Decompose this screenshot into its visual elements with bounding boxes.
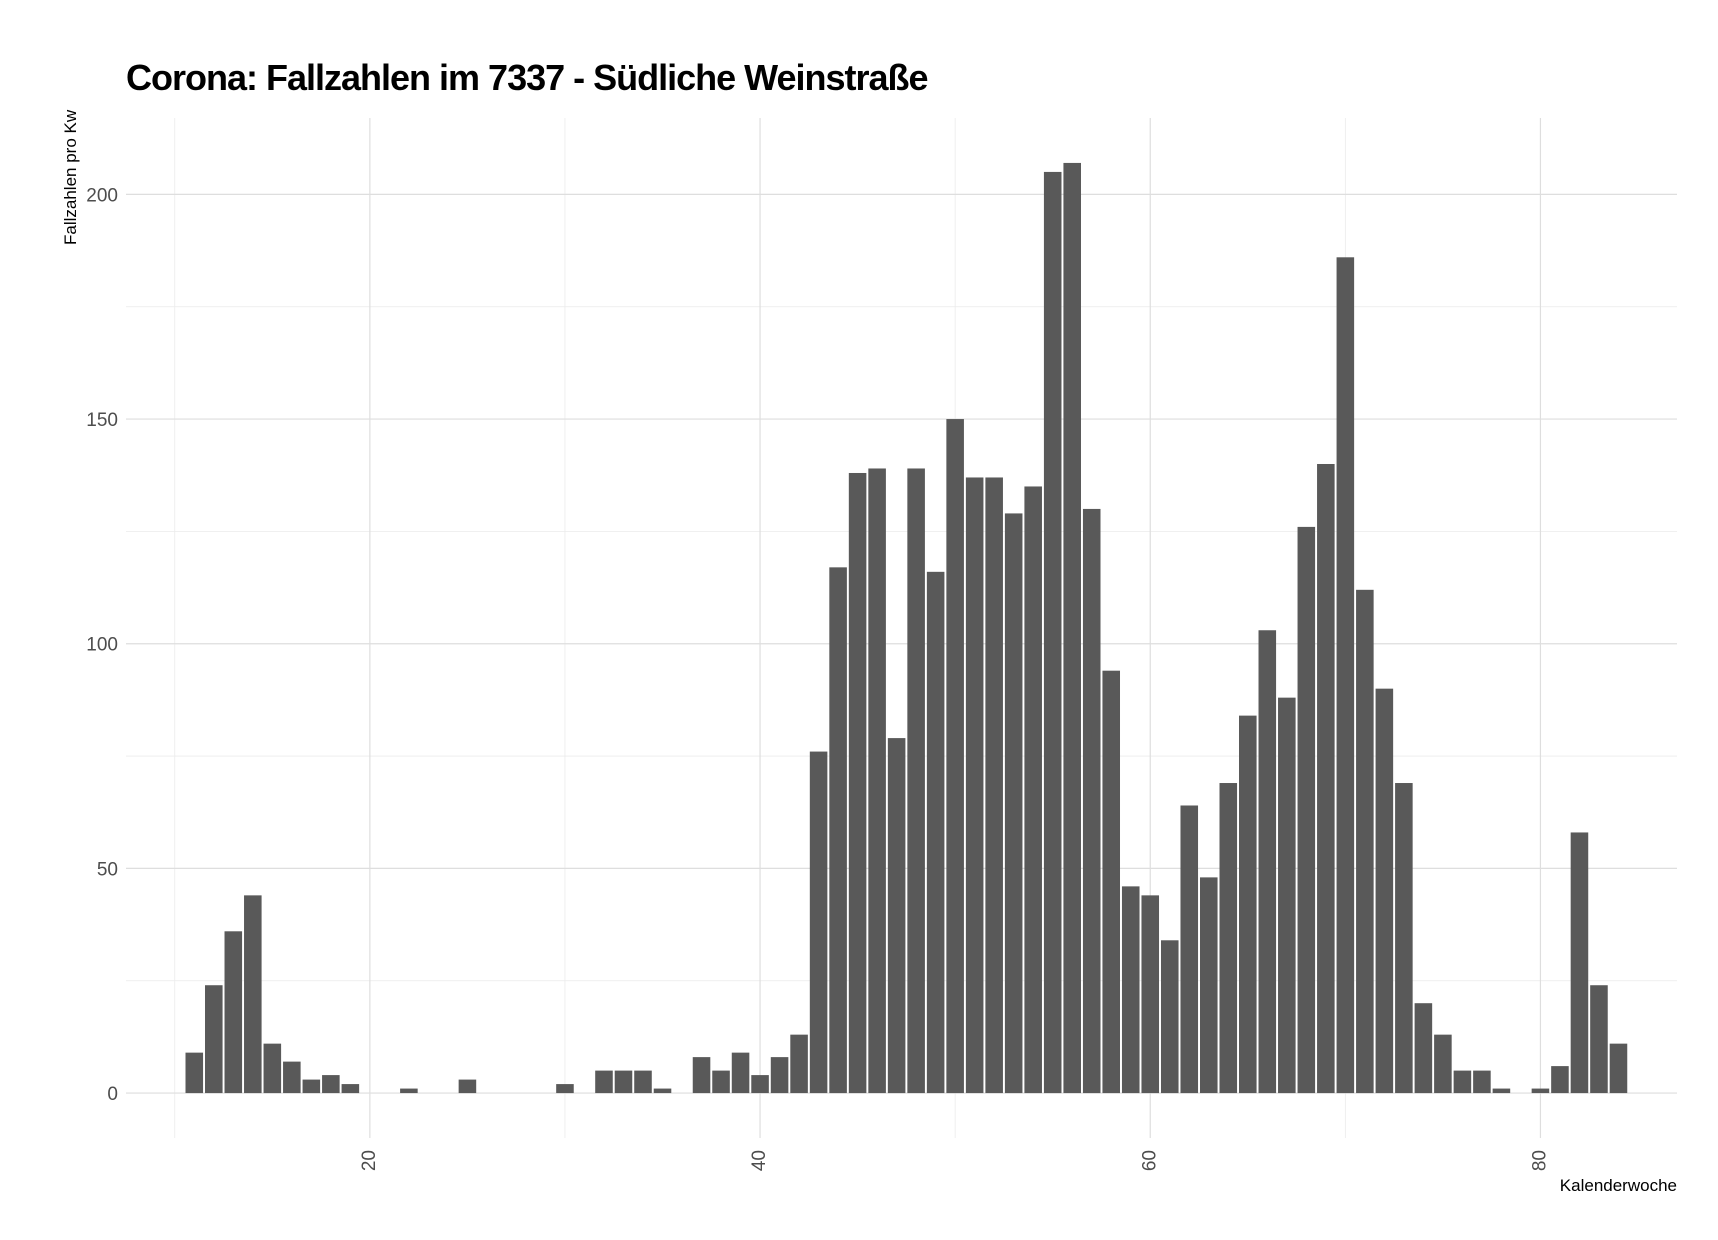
x-axis-label: Kalenderwoche [1560, 1176, 1677, 1195]
bar [302, 1079, 321, 1094]
bar [1004, 513, 1023, 1094]
bar [809, 751, 828, 1094]
bar [1317, 463, 1335, 1094]
bar [1199, 877, 1218, 1094]
bar [1258, 630, 1277, 1094]
bar [868, 468, 886, 1094]
y-tick-label: 200 [86, 185, 118, 206]
x-axis-ticks: 20 40 60 80 [359, 1150, 1551, 1171]
bars [185, 162, 1628, 1094]
y-tick-label: 0 [107, 1084, 118, 1105]
bar [790, 1034, 808, 1094]
y-axis-label: Fallzahlen pro Kw [61, 109, 80, 245]
bar [1434, 1034, 1452, 1094]
bar [1356, 589, 1374, 1094]
bar [985, 477, 1003, 1094]
bar [692, 1057, 711, 1094]
x-tick-label: 60 [1139, 1150, 1160, 1171]
bar [1043, 171, 1062, 1094]
bar [1141, 895, 1160, 1094]
bar [1609, 1043, 1628, 1094]
bar [887, 738, 906, 1094]
bar [829, 567, 847, 1094]
bar [185, 1052, 204, 1094]
bar [556, 1084, 574, 1094]
bar [283, 1061, 301, 1094]
bar [263, 1043, 282, 1094]
bar [1492, 1088, 1511, 1094]
x-tick-label: 20 [359, 1150, 380, 1171]
bar [1453, 1070, 1472, 1094]
bar [731, 1052, 750, 1094]
bar [205, 985, 223, 1094]
bar [1239, 715, 1257, 1094]
bar [1121, 886, 1140, 1094]
x-tick-label: 40 [749, 1150, 770, 1171]
bar [224, 931, 243, 1094]
bar [341, 1084, 360, 1094]
bar [1063, 162, 1081, 1094]
bar [1278, 697, 1296, 1094]
bar [1336, 257, 1355, 1094]
bar [1024, 486, 1042, 1094]
bar [634, 1070, 652, 1094]
chart-title: Corona: Fallzahlen im 7337 - Südliche We… [126, 57, 928, 98]
y-axis-ticks: 0 50 100 150 200 [86, 185, 118, 1105]
bar [1180, 805, 1199, 1094]
bar [1551, 1066, 1569, 1094]
bar [848, 472, 867, 1094]
bar [458, 1079, 477, 1094]
bar [1297, 526, 1316, 1094]
bar [322, 1075, 340, 1094]
bar [1082, 508, 1101, 1094]
bar [1414, 1003, 1433, 1094]
bar [946, 419, 964, 1094]
bar [400, 1088, 418, 1094]
y-tick-label: 150 [86, 410, 118, 431]
bar [1375, 688, 1394, 1094]
bar [595, 1070, 613, 1094]
bar [1160, 940, 1179, 1094]
y-tick-label: 100 [86, 635, 118, 656]
bar [653, 1088, 672, 1094]
bar [1219, 783, 1238, 1094]
bar [1395, 783, 1413, 1094]
bar [907, 468, 925, 1094]
bar [1590, 985, 1608, 1094]
bar [1102, 670, 1121, 1094]
y-tick-label: 50 [97, 859, 118, 880]
x-tick-label: 80 [1529, 1150, 1550, 1171]
bar [1473, 1070, 1491, 1094]
bar [244, 895, 262, 1094]
bar [614, 1070, 633, 1094]
bar [926, 571, 945, 1094]
bar [965, 477, 984, 1094]
bar [712, 1070, 730, 1094]
bar [1531, 1088, 1550, 1094]
bar [770, 1057, 789, 1094]
bar [1570, 832, 1589, 1094]
bar [751, 1075, 769, 1094]
